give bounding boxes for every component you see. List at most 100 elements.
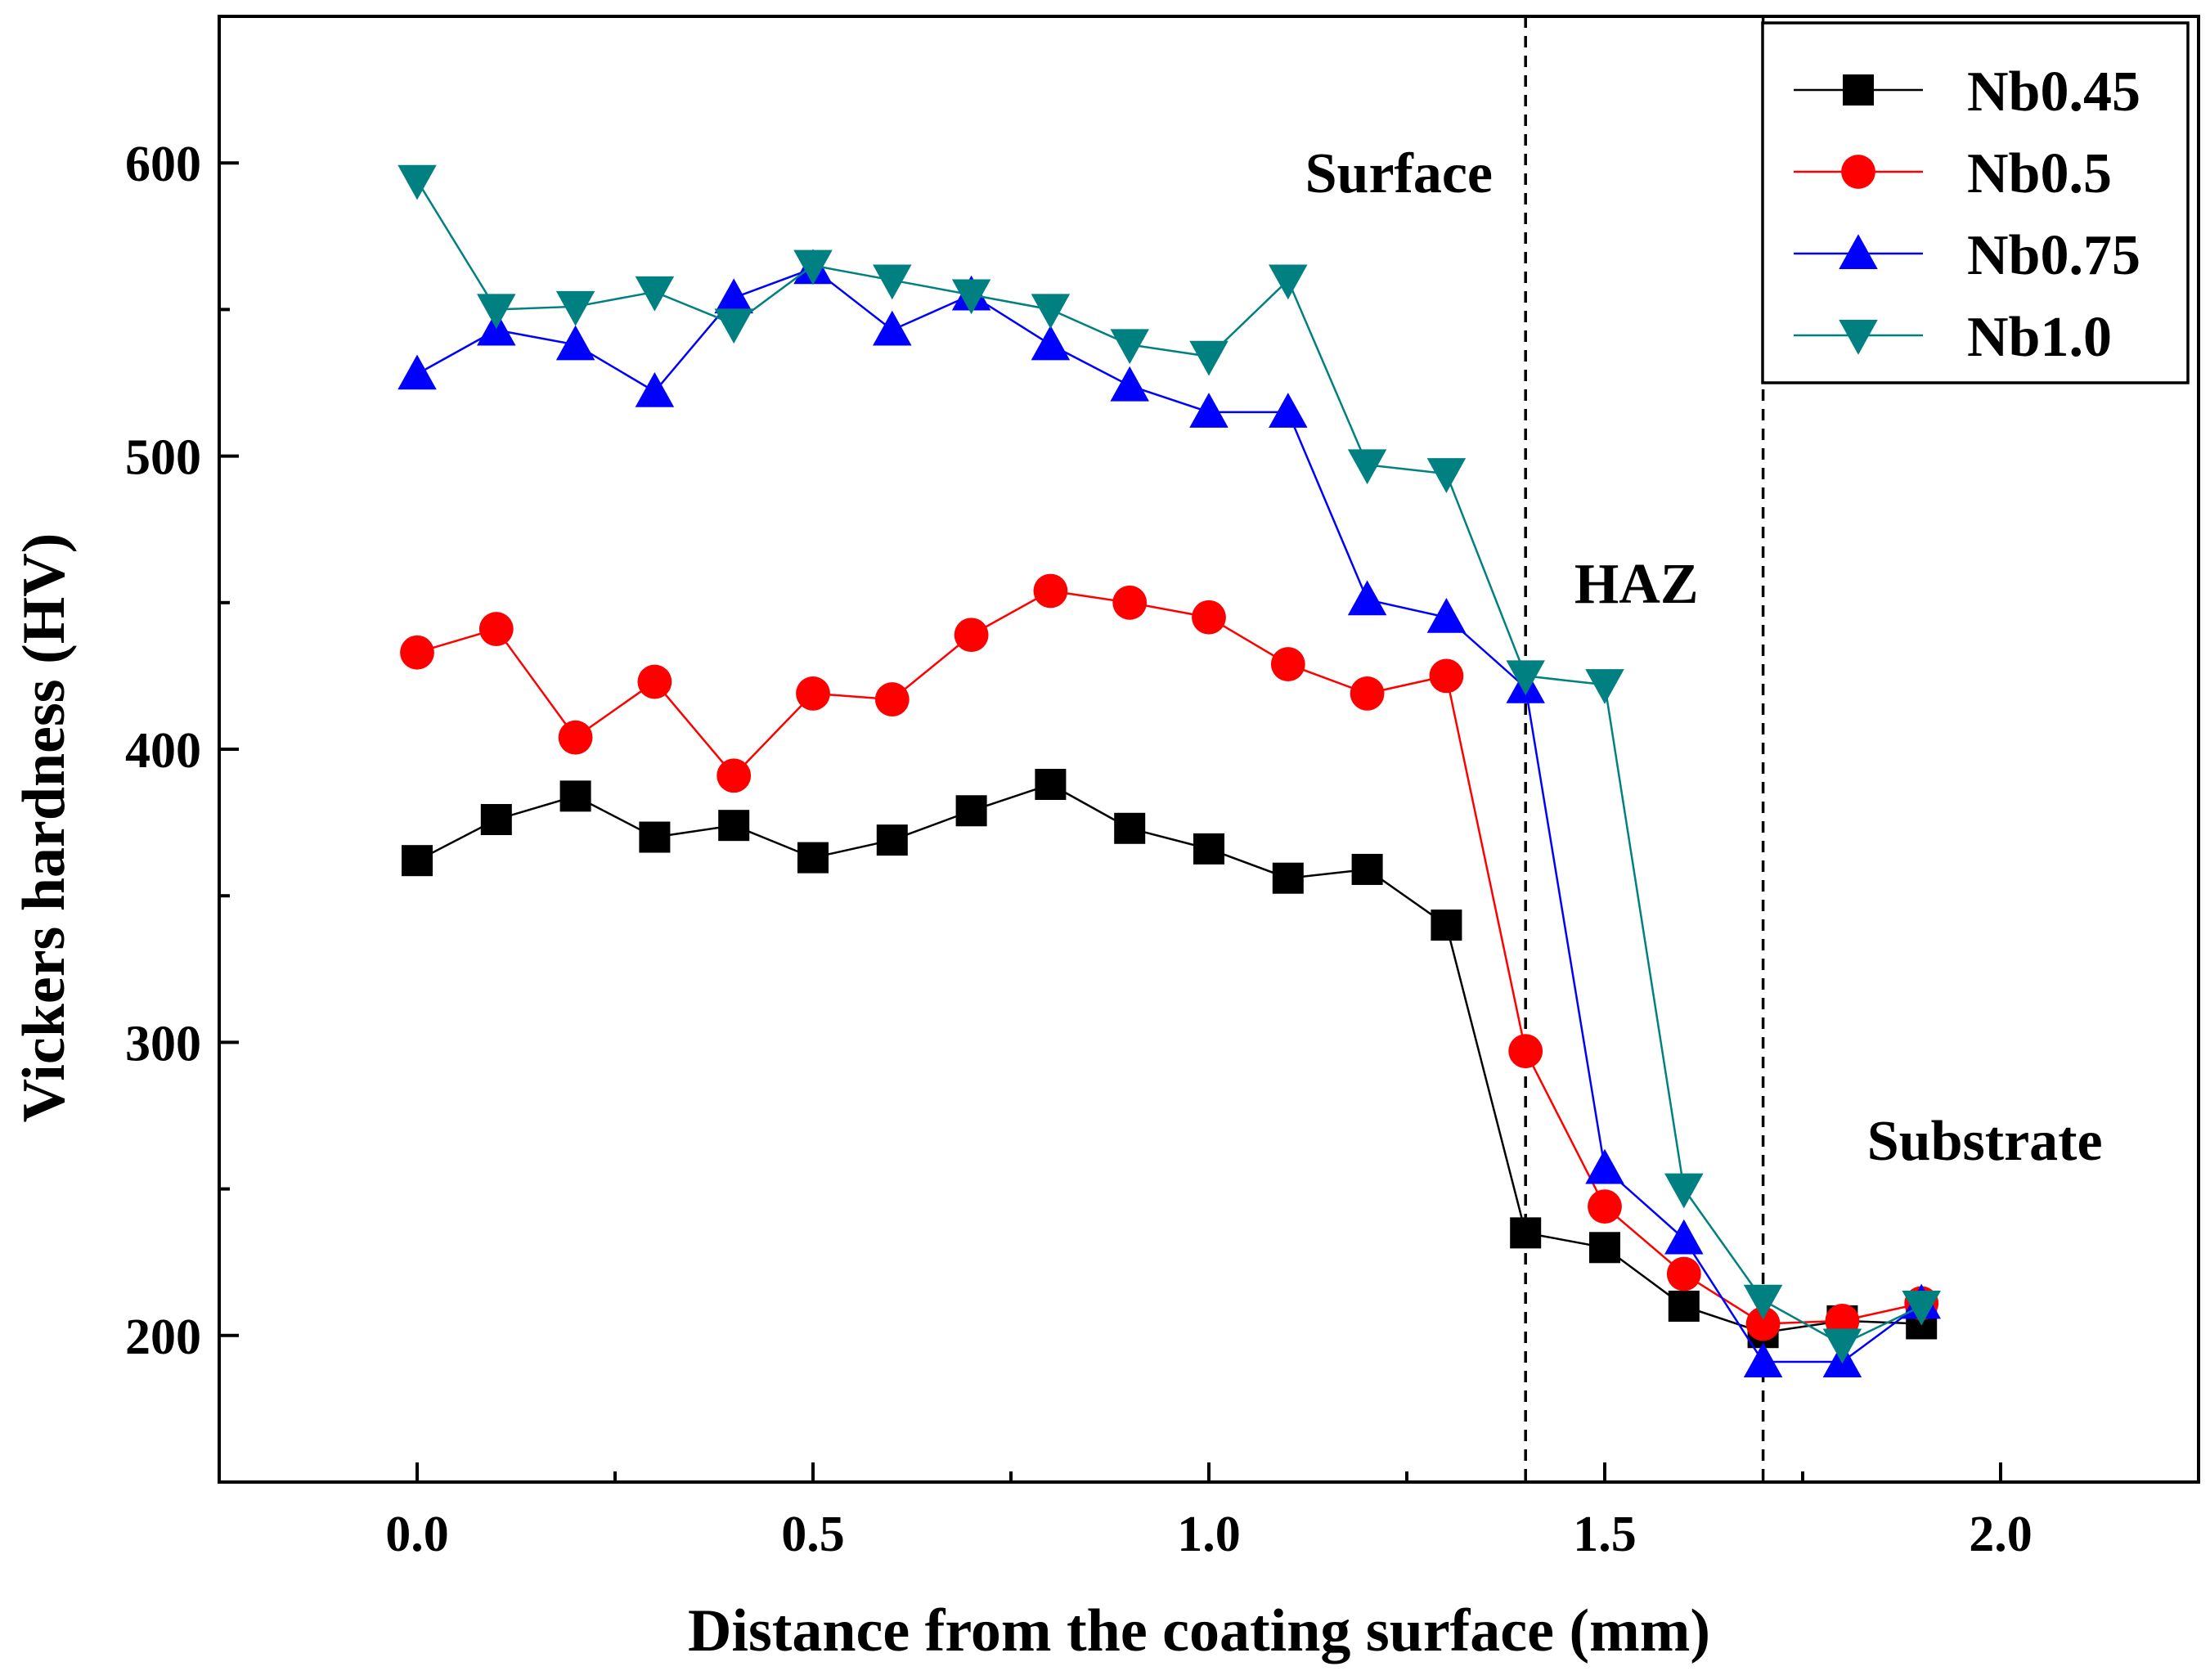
data-point: [1664, 1219, 1704, 1255]
y-tick-label: 600: [125, 137, 201, 192]
data-point: [1508, 1034, 1543, 1069]
x-tick-label: 2.0: [1969, 1507, 2033, 1562]
data-point: [1272, 862, 1304, 894]
data-point: [954, 618, 989, 653]
data-point: [796, 676, 830, 711]
data-point: [718, 810, 750, 842]
series-Nb0.5: [400, 573, 1939, 1341]
data-point: [1270, 647, 1305, 681]
data-point: [398, 164, 437, 200]
legend-marker: [1839, 320, 1878, 355]
data-point: [635, 276, 675, 312]
data-point: [874, 682, 910, 716]
data-point: [876, 824, 908, 856]
legend-item: Nb1.0: [1794, 306, 2112, 369]
data-point: [398, 354, 437, 390]
data-point: [1668, 1290, 1700, 1322]
series-line: [415, 180, 1922, 1345]
data-point: [1585, 669, 1624, 704]
data-point: [714, 308, 753, 344]
data-point: [639, 821, 671, 853]
data-point: [1664, 1173, 1704, 1209]
data-point: [716, 758, 752, 793]
data-point: [477, 294, 516, 330]
series-line: [416, 267, 1922, 1363]
data-point: [955, 795, 987, 827]
x-tick-label: 0.5: [781, 1507, 845, 1562]
data-point: [1192, 600, 1226, 635]
x-tick-label: 0.0: [385, 1507, 449, 1562]
data-point: [1822, 1328, 1862, 1364]
data-point: [951, 279, 991, 315]
legend-label: Nb0.75: [1967, 224, 2140, 287]
data-point: [1426, 458, 1467, 493]
data-point: [1510, 1217, 1542, 1249]
data-point: [714, 278, 753, 314]
y-tick-label: 500: [125, 430, 201, 486]
legend-item: Nb0.5: [1794, 142, 2112, 205]
legend-marker: [1841, 155, 1875, 189]
legend-marker: [1843, 74, 1874, 106]
data-point: [873, 310, 912, 346]
data-point: [1110, 329, 1149, 365]
series-layer: [398, 164, 1941, 1378]
data-point: [1743, 1284, 1783, 1320]
data-point: [1666, 1256, 1701, 1291]
legend-item: Nb0.45: [1794, 61, 2140, 124]
legend-label: Nb0.5: [1967, 142, 2112, 205]
axes: 0.0 0.5 1.0 1.5 2.0 200 300 400 500 600: [125, 137, 2033, 1562]
data-point: [1351, 853, 1383, 885]
data-point: [873, 264, 912, 300]
data-point: [635, 372, 675, 407]
data-point: [478, 612, 514, 646]
data-point: [1506, 660, 1545, 696]
annotation-label: Substrate: [1867, 1110, 2103, 1173]
data-point: [1189, 340, 1229, 376]
data-point: [1035, 769, 1067, 801]
x-axis-title: Distance from the coating surface (mm): [688, 1597, 1710, 1664]
x-tick-label: 1.5: [1573, 1507, 1637, 1562]
legend-label: Nb0.45: [1967, 61, 2140, 124]
annotation-label: HAZ: [1574, 553, 1699, 616]
data-point: [797, 842, 829, 874]
data-point: [1743, 1342, 1783, 1378]
legend-label: Nb1.0: [1967, 306, 2112, 369]
legend-marker: [1839, 234, 1878, 269]
legend-item: Nb0.75: [1794, 224, 2140, 287]
data-point: [1745, 1306, 1781, 1341]
annotations: Surface HAZ Substrate: [1305, 142, 2103, 1173]
legend: Nb0.45 Nb0.5 Nb0.75 Nb1.0: [1761, 21, 2190, 384]
data-point: [1189, 393, 1229, 428]
data-point: [400, 635, 434, 670]
x-tick-label: 1.0: [1177, 1507, 1241, 1562]
data-point: [402, 845, 433, 877]
series-line: [416, 590, 1922, 1325]
data-point: [1031, 325, 1071, 361]
series-Nb1.0: [398, 164, 1941, 1364]
data-point: [1347, 449, 1387, 485]
data-point: [555, 325, 595, 361]
data-point: [1589, 1232, 1620, 1264]
data-point: [559, 780, 591, 812]
data-point: [1031, 294, 1071, 330]
y-axis-title: Vickers hardness (HV): [11, 533, 78, 1123]
data-point: [1269, 264, 1308, 300]
data-point: [480, 804, 512, 836]
legend-box: [1761, 21, 2190, 384]
y-tick-label: 300: [125, 1016, 201, 1071]
data-point: [1902, 1290, 1941, 1326]
annotation-label: Surface: [1305, 142, 1493, 205]
data-point: [793, 249, 833, 285]
data-point: [1429, 658, 1464, 694]
data-point: [1110, 366, 1149, 402]
data-point: [1269, 393, 1308, 428]
data-point: [1033, 573, 1068, 609]
data-point: [1431, 910, 1462, 941]
data-point: [558, 720, 593, 755]
y-tick-label: 400: [125, 723, 201, 779]
data-point: [1347, 580, 1387, 616]
y-tick-label: 200: [125, 1309, 201, 1365]
data-point: [555, 290, 595, 326]
data-point: [1114, 812, 1146, 844]
